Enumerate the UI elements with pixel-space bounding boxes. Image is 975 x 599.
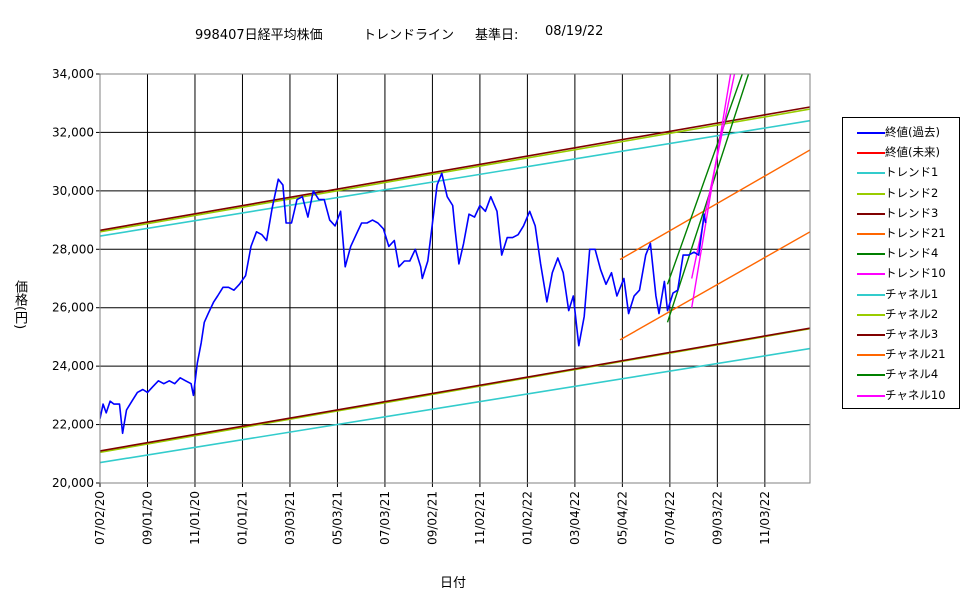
series-line [100, 172, 707, 435]
x-tick-label: 11/02/21 [473, 491, 487, 545]
x-tick-label: 01/02/22 [520, 491, 534, 545]
title-chart-name: トレンドライン [363, 28, 455, 43]
y-tick-label: 20,000 [52, 476, 94, 490]
y-axis-label: 価格(円) [12, 280, 27, 330]
legend-label: チャネル10 [885, 387, 946, 402]
x-tick-label: 03/04/22 [568, 491, 582, 545]
legend: 終値(過去) 終値(未来) トレンド1 トレンド2 トレンド3 トレンド21 トレンド4 トレ… [842, 117, 960, 409]
legend-swatch [857, 253, 885, 256]
series-line [100, 119, 810, 237]
legend-swatch [857, 374, 885, 377]
legend-label: チャネル21 [885, 347, 946, 362]
series-line [100, 106, 810, 232]
series-line [691, 74, 732, 308]
series-line [100, 327, 810, 452]
legend-swatch [857, 132, 885, 134]
plot-area [100, 74, 810, 483]
x-tick-label: 03/03/21 [283, 491, 297, 545]
x-tick-label: 05/03/21 [330, 491, 344, 545]
legend-label: チャネル4 [885, 367, 939, 382]
y-tick-label: 34,000 [52, 67, 94, 81]
y-tick-label: 26,000 [52, 301, 94, 315]
legend-swatch [857, 293, 885, 296]
legend-label: トレンド3 [885, 205, 939, 220]
legend-label: トレンド1 [885, 165, 939, 180]
x-tick-label: 09/01/20 [140, 491, 154, 545]
y-tick-label: 24,000 [52, 359, 94, 373]
series-line [100, 347, 810, 464]
x-tick-label: 09/03/22 [710, 491, 724, 545]
x-tick-label: 09/02/21 [425, 491, 439, 545]
series-line [691, 74, 736, 279]
legend-label: トレンド2 [885, 185, 939, 200]
legend-swatch [857, 313, 885, 316]
title-base-date: 08/19/22 [545, 24, 604, 39]
legend-swatch [857, 273, 885, 276]
legend-swatch [857, 192, 885, 195]
legend-label: トレンド4 [885, 246, 939, 261]
legend-swatch [857, 212, 885, 215]
series-line [619, 149, 810, 261]
legend-swatch [857, 152, 885, 155]
y-tick-label: 28,000 [52, 242, 94, 256]
series-line [100, 108, 810, 233]
legend-label: 終値(未来) [885, 145, 940, 160]
x-tick-label: 07/03/21 [378, 491, 392, 545]
legend-label: チャネル3 [885, 327, 939, 341]
x-tick-label: 07/02/20 [93, 491, 107, 545]
y-tick-label: 22,000 [52, 418, 94, 432]
legend-swatch [857, 172, 885, 175]
y-tick-label: 30,000 [52, 184, 94, 198]
x-tick-label: 01/01/21 [235, 491, 249, 545]
legend-label: トレンド21 [885, 226, 946, 240]
series-line [619, 231, 810, 341]
x-tick-label: 11/03/22 [758, 491, 772, 545]
x-tick-label: 07/04/22 [663, 491, 677, 545]
chart-title: 998407日経平均株価 トレンドライン 基準日: 08/19/22 [0, 24, 975, 99]
title-base-label: 基準日: [475, 28, 519, 43]
legend-label: チャネル2 [885, 306, 939, 321]
series-line [666, 74, 743, 285]
legend-swatch [857, 233, 885, 235]
title-code: 998407日経平均株価 [195, 28, 323, 43]
legend-swatch [857, 354, 885, 357]
x-tick-label: 05/04/22 [615, 491, 629, 545]
x-axis-label: 日付 [440, 576, 467, 591]
y-tick-label: 32,000 [52, 125, 94, 139]
legend-label: トレンド10 [885, 266, 946, 281]
plot-border [99, 73, 811, 484]
legend-label: 終値(過去) [885, 125, 940, 139]
legend-swatch [857, 334, 885, 336]
legend-label: チャネル1 [885, 286, 939, 301]
legend-swatch [857, 394, 885, 397]
x-tick-label: 11/01/20 [188, 491, 202, 545]
